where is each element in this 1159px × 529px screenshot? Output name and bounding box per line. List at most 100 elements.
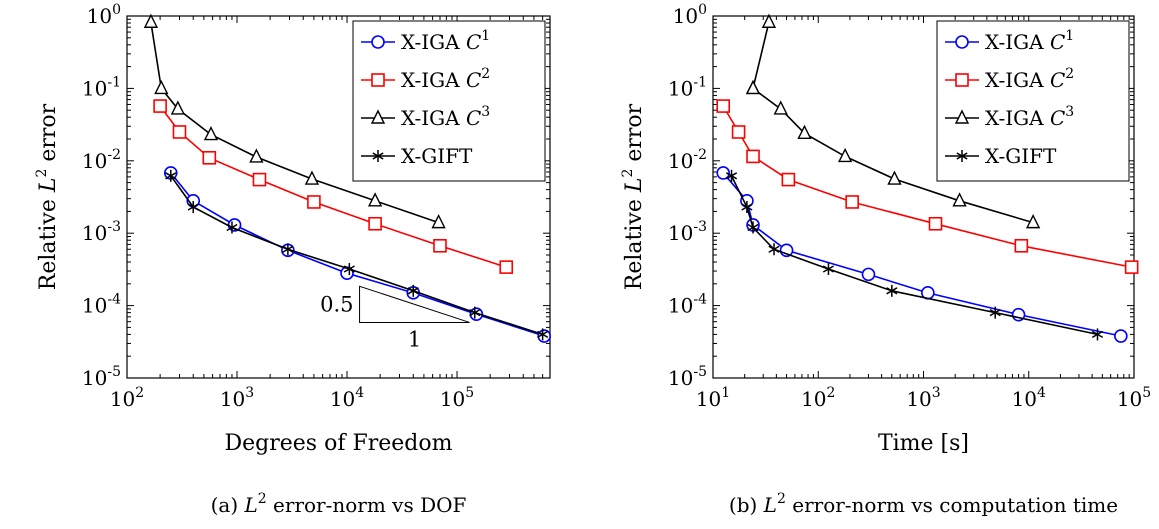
marker-triangle bbox=[775, 102, 787, 114]
tick-base: 10 bbox=[668, 76, 693, 100]
x-tick-label: 103 bbox=[906, 385, 940, 411]
marker-triangle bbox=[155, 81, 167, 93]
marker-triangle bbox=[747, 81, 759, 93]
marker-triangle bbox=[888, 172, 900, 184]
tick-base: 10 bbox=[906, 387, 931, 411]
legend-name: X-IGA bbox=[401, 68, 466, 92]
x-tick-label: 104 bbox=[1012, 385, 1046, 411]
marker-square bbox=[733, 126, 745, 138]
marker-square bbox=[747, 150, 759, 162]
x-tick-label: 103 bbox=[220, 385, 254, 411]
marker-square bbox=[203, 152, 215, 164]
tick-exponent: -2 bbox=[693, 147, 707, 163]
label-suffix: error bbox=[36, 103, 61, 168]
tick-base: 10 bbox=[110, 387, 135, 411]
legend-superscript: 1 bbox=[481, 28, 490, 44]
tick-base: 10 bbox=[1117, 387, 1142, 411]
marker-square bbox=[173, 126, 185, 138]
x-tick-label: 102 bbox=[110, 385, 144, 411]
x-axis-label: Time [s] bbox=[878, 431, 969, 456]
marker-circle bbox=[1115, 330, 1127, 342]
legend-label: X-IGA C1 bbox=[401, 28, 490, 54]
label-superscript: 2 bbox=[620, 169, 636, 178]
label-prefix: (a) bbox=[211, 493, 245, 517]
tick-base: 10 bbox=[82, 76, 107, 100]
tick-exponent: -5 bbox=[107, 364, 121, 380]
legend-superscript: 1 bbox=[1065, 28, 1074, 44]
legend-name: X-IGA bbox=[985, 106, 1050, 130]
tick-base: 10 bbox=[668, 366, 693, 390]
chart-time: 101 102 103 104 10510-510-410-310-210-1100Ti… bbox=[620, 2, 1151, 517]
label-prefix: Relative bbox=[622, 192, 647, 290]
y-tick-label: 100 bbox=[673, 2, 707, 28]
tick-exponent: 0 bbox=[112, 2, 121, 18]
legend: X-IGA C1X-IGA C2X-IGA C3X-GIFT bbox=[937, 21, 1129, 181]
legend-label: X-GIFT bbox=[401, 144, 473, 168]
marker-circle bbox=[862, 268, 874, 280]
tick-exponent: -3 bbox=[693, 219, 707, 235]
legend: X-IGA C1X-IGA C2X-IGA C3X-GIFT bbox=[353, 21, 545, 181]
legend-label: X-GIFT bbox=[985, 144, 1057, 168]
tick-base: 10 bbox=[220, 387, 245, 411]
marker-circle bbox=[372, 36, 384, 48]
x-tick-label: 105 bbox=[440, 385, 474, 411]
y-tick-label: 10-3 bbox=[82, 219, 121, 245]
tick-base: 10 bbox=[87, 4, 112, 28]
marker-square bbox=[1126, 261, 1138, 273]
x-tick-label: 105 bbox=[1117, 385, 1151, 411]
tick-exponent: -1 bbox=[693, 74, 707, 90]
series-line bbox=[753, 22, 769, 88]
series-extra-segment bbox=[747, 15, 775, 93]
tick-base: 10 bbox=[82, 366, 107, 390]
legend-symbol: C bbox=[1050, 68, 1065, 92]
legend-superscript: 3 bbox=[1065, 104, 1074, 120]
tick-exponent: 4 bbox=[1037, 385, 1046, 401]
legend-name: X-IGA bbox=[401, 106, 466, 130]
marker-square bbox=[308, 196, 320, 208]
chart-dof: 102 103 104 10510-510-410-310-210-1100Degre… bbox=[34, 2, 550, 517]
slope-run-label: 1 bbox=[408, 327, 421, 351]
y-tick-label: 10-1 bbox=[82, 74, 121, 100]
marker-square bbox=[154, 100, 166, 112]
series-1 bbox=[165, 167, 550, 342]
label-symbol: L bbox=[243, 493, 257, 517]
tick-base: 10 bbox=[673, 4, 698, 28]
legend-symbol: C bbox=[466, 106, 481, 130]
tick-exponent: -5 bbox=[693, 364, 707, 380]
x-tick-label: 104 bbox=[330, 385, 364, 411]
marker-triangle bbox=[763, 15, 775, 27]
marker-square bbox=[369, 218, 381, 230]
label-symbol: L bbox=[763, 493, 777, 517]
label-prefix: Relative bbox=[36, 192, 61, 290]
tick-base: 10 bbox=[696, 387, 721, 411]
label-symbol: L bbox=[36, 178, 61, 194]
label-superscript: 2 bbox=[777, 491, 786, 507]
y-tick-label: 10-3 bbox=[668, 219, 707, 245]
legend-name: X-GIFT bbox=[985, 144, 1057, 168]
marker-square bbox=[956, 74, 968, 86]
tick-base: 10 bbox=[82, 221, 107, 245]
tick-exponent: -1 bbox=[107, 74, 121, 90]
legend-name: X-GIFT bbox=[401, 144, 473, 168]
legend-label: X-IGA C2 bbox=[985, 66, 1074, 92]
legend-label: X-IGA C2 bbox=[401, 66, 490, 92]
legend-label: X-IGA C3 bbox=[401, 104, 490, 130]
marker-square bbox=[929, 218, 941, 230]
y-tick-label: 10-2 bbox=[82, 147, 121, 173]
y-axis-label: Relative L2 error bbox=[620, 103, 647, 290]
tick-base: 10 bbox=[668, 221, 693, 245]
label-suffix: error bbox=[622, 103, 647, 168]
tick-base: 10 bbox=[801, 387, 826, 411]
tick-exponent: -3 bbox=[107, 219, 121, 235]
label-suffix: error-norm vs DOF bbox=[267, 493, 467, 517]
series-4 bbox=[166, 170, 548, 341]
tick-base: 10 bbox=[82, 294, 107, 318]
tick-exponent: 0 bbox=[698, 2, 707, 18]
series-line bbox=[171, 173, 544, 336]
legend-name: X-IGA bbox=[985, 68, 1050, 92]
tick-base: 10 bbox=[330, 387, 355, 411]
label-symbol: L bbox=[622, 178, 647, 194]
legend-symbol: C bbox=[1050, 106, 1065, 130]
x-axis-label: Degrees of Freedom bbox=[225, 431, 453, 456]
